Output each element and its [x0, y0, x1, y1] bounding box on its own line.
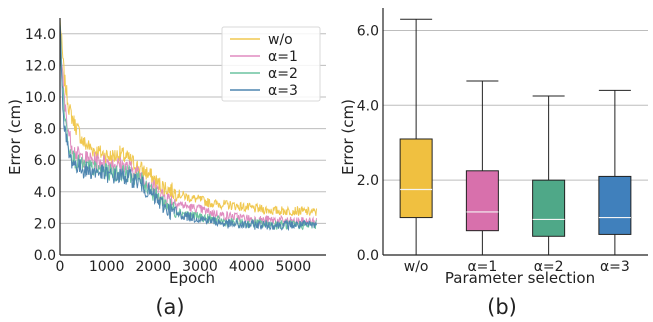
- x-tick-labels: w/o α=1 α=2 α=3: [404, 259, 630, 275]
- y-tick-label: 0.0: [357, 248, 379, 264]
- y-tick-label: 0.0: [34, 248, 56, 264]
- y-tick-label: 2.0: [34, 216, 56, 232]
- series-lines: [59, 17, 317, 232]
- box: [465, 170, 499, 232]
- y-axis-label: Error (cm): [6, 99, 24, 175]
- y-tick-labels: 0.0 2.0 4.0 6.0: [357, 23, 379, 264]
- x-axis-label: Epoch: [169, 269, 215, 287]
- legend-box: [221, 26, 321, 102]
- box-series: [399, 18, 632, 256]
- x-tick-label: 2000: [136, 259, 172, 275]
- x-tick-label: α=1: [467, 259, 497, 275]
- x-tick-label: 0: [56, 259, 65, 275]
- x-tick-label: w/o: [404, 259, 429, 275]
- legend-label: α=1: [268, 49, 298, 65]
- line-chart-panel: 0 1000 2000 3000 4000 5000 0.0 2.0 4.0 6.0 8.0 10.…: [6, 17, 326, 319]
- y-tick-label: 2.0: [357, 173, 379, 189]
- x-axis-label: Parameter selection: [445, 269, 595, 287]
- y-tick-label: 4.0: [357, 98, 379, 114]
- panel-label-b: (b): [487, 295, 517, 319]
- axes: [382, 8, 648, 256]
- legend-label: α=2: [268, 66, 298, 82]
- box-plot-panel: w/o α=1 α=2 α=3 0.0 2.0 4.0 6.0 Parameter sele…: [339, 8, 648, 319]
- legend-label: w/o: [268, 32, 293, 48]
- legend: w/oα=1α=2α=3: [221, 26, 321, 102]
- y-tick-label: 14.0: [25, 27, 56, 43]
- y-tick-labels: 0.0 2.0 4.0 6.0 8.0 10.0 12.0 14.0: [25, 27, 56, 264]
- box-group: [399, 18, 433, 256]
- y-tick-label: 4.0: [34, 185, 56, 201]
- x-tick-label: 1000: [89, 259, 125, 275]
- series-line: [59, 24, 317, 232]
- y-tick-label: 10.0: [25, 90, 56, 106]
- series-line: [59, 17, 317, 217]
- x-tick-labels: 0 1000 2000 3000 4000 5000: [56, 259, 312, 275]
- legend-label: α=3: [268, 83, 298, 99]
- y-tick-label: 6.0: [357, 23, 379, 39]
- y-axis-label: Error (cm): [339, 99, 357, 175]
- x-tick-label: 3000: [182, 259, 218, 275]
- box-group: [532, 95, 566, 256]
- y-tick-label: 12.0: [25, 58, 56, 74]
- box: [598, 175, 632, 235]
- x-tick-label: α=2: [534, 259, 564, 275]
- box: [399, 138, 433, 219]
- axes: [59, 18, 326, 256]
- x-tick-label: 4000: [229, 259, 265, 275]
- x-tick-label: α=3: [600, 259, 630, 275]
- box: [532, 179, 566, 237]
- x-tick-label: 5000: [276, 259, 312, 275]
- box-group: [598, 89, 632, 256]
- y-tick-label: 8.0: [34, 122, 56, 138]
- panel-label-a: (a): [155, 295, 184, 319]
- box-group: [465, 80, 499, 256]
- y-tick-label: 6.0: [34, 153, 56, 169]
